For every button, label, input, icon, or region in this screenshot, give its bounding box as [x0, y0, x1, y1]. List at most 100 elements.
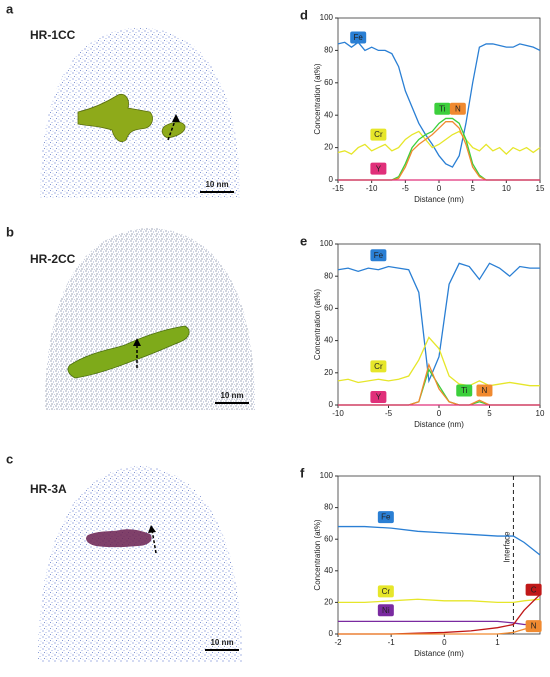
series-line: [338, 525, 541, 556]
legend-box: [525, 583, 542, 596]
scale-label: 10 nm: [210, 638, 233, 647]
y-axis-label: Concentration (at%): [313, 63, 322, 134]
series-line: [338, 620, 540, 626]
sample-label: HR-1CC: [30, 28, 76, 42]
y-tick-label: 20: [324, 143, 333, 152]
y-tick-label: 20: [324, 598, 333, 607]
series-line: [338, 623, 541, 635]
legend-box: [370, 390, 387, 403]
legend-label: Cr: [374, 130, 383, 139]
legend-label: Ni: [382, 606, 390, 615]
legend-label: N: [455, 104, 461, 113]
legend-box: [377, 511, 394, 524]
series-line: [337, 336, 540, 387]
x-tick-label: 10: [536, 409, 545, 418]
arrow-a: [167, 117, 177, 141]
legend-label: Cr: [374, 362, 383, 371]
y-tick-label: 0: [329, 400, 334, 409]
panel-letter: e: [300, 233, 307, 248]
panel-letter: d: [300, 7, 308, 22]
y-tick-label: 40: [324, 566, 333, 575]
arrowhead-c: [148, 525, 156, 533]
legend-box: [456, 384, 473, 397]
x-axis-label: Distance (nm): [414, 195, 464, 204]
x-axis-label: Distance (nm): [414, 649, 464, 658]
legend-box: [350, 31, 367, 44]
x-tick-label: -5: [402, 184, 410, 193]
x-tick-label: 0: [437, 184, 442, 193]
x-tick-label: 10: [502, 184, 511, 193]
legend-label: Ti: [439, 104, 446, 113]
y-tick-label: 40: [324, 336, 333, 345]
series-line: [337, 130, 541, 155]
y-tick-label: 100: [320, 239, 334, 248]
x-tick-label: -1: [388, 638, 396, 647]
x-tick-label: 1: [495, 638, 500, 647]
legend-box: [370, 162, 387, 175]
x-tick-label: 0: [442, 638, 447, 647]
x-tick-label: 0: [437, 409, 442, 418]
sample-label: HR-2CC: [30, 252, 76, 266]
x-tick-label: -10: [332, 409, 344, 418]
precipitate-b: [67, 325, 190, 379]
tip-b: [45, 228, 255, 410]
tip-images: [38, 28, 255, 662]
x-tick-label: -15: [332, 184, 344, 193]
y-tick-label: 60: [324, 78, 333, 87]
x-tick-label: 15: [536, 184, 545, 193]
precipitate-c: [86, 529, 152, 548]
x-tick-label: -2: [334, 638, 342, 647]
y-tick-label: 20: [324, 368, 333, 377]
series-line: [337, 262, 540, 384]
series-line: [337, 41, 541, 168]
legend-box: [377, 585, 394, 598]
y-tick-label: 0: [329, 175, 334, 184]
series-line: [338, 598, 541, 604]
legend-box: [370, 128, 387, 141]
legend-box: [434, 102, 451, 115]
legend-box: [370, 249, 387, 262]
panel-letter: a: [6, 1, 14, 16]
x-axis-label: Distance (nm): [414, 420, 464, 429]
tip-c: [38, 466, 242, 662]
precipitate-a: [77, 93, 186, 143]
legend-label: Ti: [461, 386, 468, 395]
legend-label: C: [531, 585, 537, 594]
legend-label: Y: [376, 393, 382, 402]
legend-box: [525, 620, 542, 633]
legend-box: [476, 384, 493, 397]
annotation: Interface: [503, 531, 512, 563]
legend-label: N: [531, 622, 537, 631]
sample-label: HR-3A: [30, 482, 67, 496]
y-tick-label: 80: [324, 271, 333, 280]
x-tick-label: 5: [487, 409, 492, 418]
legend-box: [449, 102, 466, 115]
panel-letter: b: [6, 224, 14, 239]
legend-box: [370, 360, 387, 373]
y-tick-label: 40: [324, 110, 333, 119]
panel-letter: f: [300, 465, 305, 480]
y-tick-label: 60: [324, 534, 333, 543]
legend-label: Cr: [382, 587, 391, 596]
arrowhead-a: [172, 114, 180, 122]
legend-box: [377, 604, 394, 617]
y-tick-label: 100: [320, 471, 334, 480]
y-tick-label: 80: [324, 503, 333, 512]
x-tick-label: -10: [366, 184, 378, 193]
x-tick-label: -5: [385, 409, 393, 418]
legend-label: N: [482, 386, 488, 395]
y-tick-label: 100: [320, 13, 334, 22]
legend-label: Fe: [374, 251, 384, 260]
legend-label: Fe: [381, 513, 391, 522]
y-axis-label: Concentration (at%): [313, 519, 322, 590]
legend-label: Fe: [354, 33, 364, 42]
legend-label: Y: [376, 164, 382, 173]
arrowhead-b: [133, 338, 141, 346]
x-tick-label: 5: [470, 184, 475, 193]
y-tick-label: 80: [324, 46, 333, 55]
arrow-c: [151, 529, 157, 554]
panel-letter: c: [6, 451, 13, 466]
y-axis-label: Concentration (at%): [313, 289, 322, 360]
y-tick-label: 60: [324, 304, 333, 313]
